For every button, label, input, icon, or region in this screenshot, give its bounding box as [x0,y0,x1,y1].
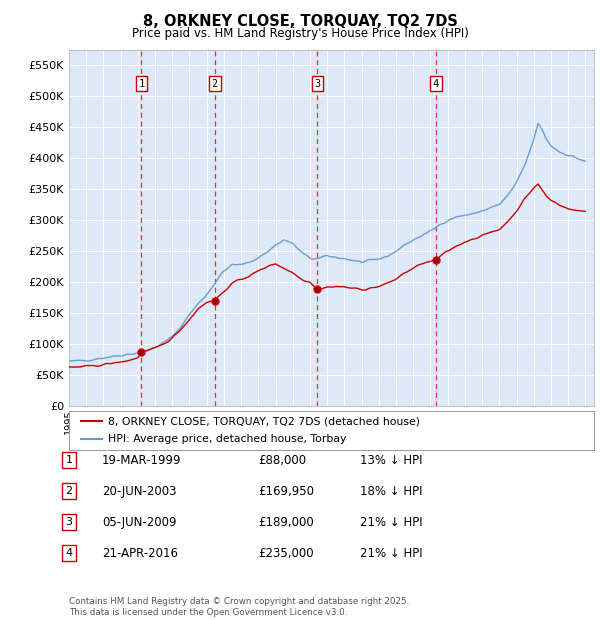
Text: 2: 2 [65,486,73,496]
Text: £88,000: £88,000 [258,454,306,466]
Text: 19-MAR-1999: 19-MAR-1999 [102,454,182,466]
Text: £235,000: £235,000 [258,547,314,559]
Text: 21% ↓ HPI: 21% ↓ HPI [360,547,422,559]
Text: 3: 3 [314,79,320,89]
Text: 21% ↓ HPI: 21% ↓ HPI [360,516,422,528]
Text: 2: 2 [212,79,218,89]
Text: 13% ↓ HPI: 13% ↓ HPI [360,454,422,466]
Text: 1: 1 [139,79,145,89]
Text: 21-APR-2016: 21-APR-2016 [102,547,178,559]
Text: Contains HM Land Registry data © Crown copyright and database right 2025.
This d: Contains HM Land Registry data © Crown c… [69,598,409,617]
Text: Price paid vs. HM Land Registry's House Price Index (HPI): Price paid vs. HM Land Registry's House … [131,27,469,40]
Text: 05-JUN-2009: 05-JUN-2009 [102,516,176,528]
Text: £189,000: £189,000 [258,516,314,528]
Text: 20-JUN-2003: 20-JUN-2003 [102,485,176,497]
Text: £169,950: £169,950 [258,485,314,497]
Text: HPI: Average price, detached house, Torbay: HPI: Average price, detached house, Torb… [109,434,347,444]
Text: 8, ORKNEY CLOSE, TORQUAY, TQ2 7DS: 8, ORKNEY CLOSE, TORQUAY, TQ2 7DS [143,14,457,29]
Text: 3: 3 [65,517,73,527]
Text: 4: 4 [433,79,439,89]
Text: 8, ORKNEY CLOSE, TORQUAY, TQ2 7DS (detached house): 8, ORKNEY CLOSE, TORQUAY, TQ2 7DS (detac… [109,417,421,427]
Text: 4: 4 [65,548,73,558]
Text: 18% ↓ HPI: 18% ↓ HPI [360,485,422,497]
Text: 1: 1 [65,455,73,465]
